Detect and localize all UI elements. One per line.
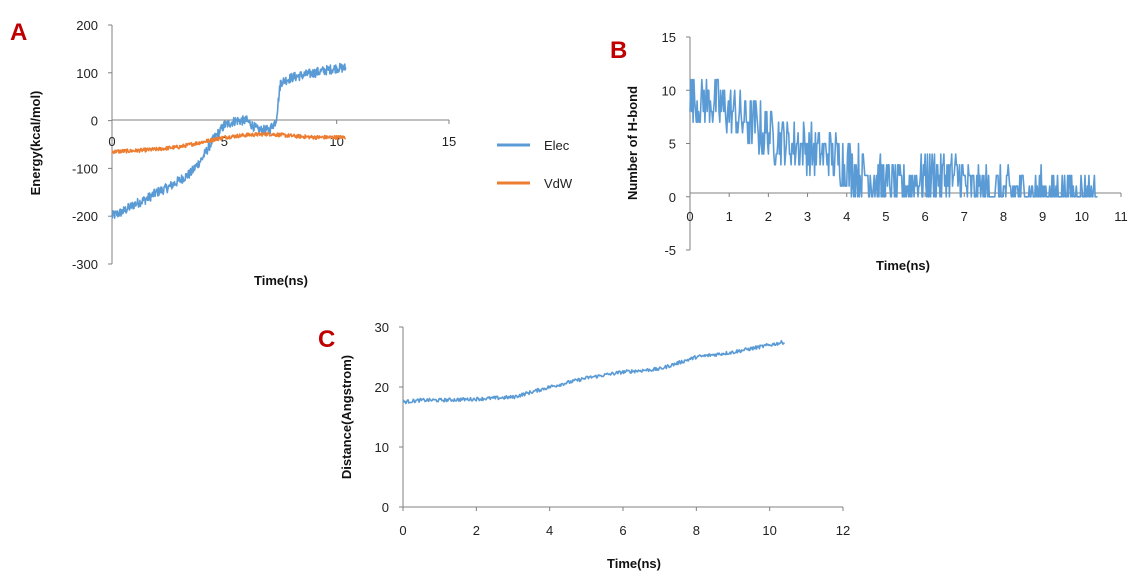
- panel-b-x-tick-label: 8: [1000, 209, 1007, 224]
- panel-c-x-tick-label: 8: [693, 523, 700, 538]
- panel-b-y-tick-label: 15: [662, 30, 676, 45]
- panel-a-ylabel: Energy(kcal/mol): [28, 91, 43, 196]
- legend-elec-label: Elec: [544, 138, 570, 153]
- panel-b-y-tick-label: 10: [662, 83, 676, 98]
- panel-b-x-tick-label: 6: [921, 209, 928, 224]
- panel-c-y-tick-label: 10: [375, 440, 389, 455]
- panel-b-x-tick-label: 9: [1039, 209, 1046, 224]
- panel-b-y-tick-label: -5: [664, 243, 676, 258]
- panel-a-x-tick-label: 0: [108, 134, 115, 149]
- panel-a-letter: A: [10, 19, 27, 46]
- panel-b-x-tick-label: 2: [765, 209, 772, 224]
- panel-b-series-line-0: [689, 78, 1098, 198]
- panel-a-xlabel: Time(ns): [254, 273, 308, 288]
- panel-b-ylabel: Number of H-bond: [625, 86, 640, 200]
- panel-c-letter: C: [318, 326, 335, 353]
- panel-c-x-tick-label: 4: [546, 523, 553, 538]
- panel-a-y-ticks: -300 -200 -100 0 100 200: [72, 18, 112, 272]
- panel-c-y-tick-label: 0: [382, 500, 389, 515]
- panel-c-y-tick-label: 20: [375, 380, 389, 395]
- panel-b-x-tick-label: 11: [1114, 209, 1128, 224]
- panel-c-x-tick-label: 6: [619, 523, 626, 538]
- panel-a-y-tick-label: -100: [72, 161, 98, 176]
- panel-c: C Distance(Angstrom) Time(ns) 0 10 20 30 0 2…: [318, 320, 850, 571]
- panel-b-x-tick-label: 5: [882, 209, 889, 224]
- panel-a-y-tick-label: 100: [76, 66, 98, 81]
- panel-b-x-tick-label: 1: [726, 209, 733, 224]
- panel-a-y-tick-label: -300: [72, 257, 98, 272]
- panel-c-x-tick-label: 12: [836, 523, 850, 538]
- panel-c-series: [402, 339, 786, 405]
- panel-c-x-tick-label: 0: [399, 523, 406, 538]
- panel-a-series-line-elec: [111, 62, 347, 219]
- panel-a-y-tick-label: -200: [72, 209, 98, 224]
- panel-b-x-tick-label: 0: [686, 209, 693, 224]
- panel-b-x-tick-label: 3: [804, 209, 811, 224]
- panel-c-y-ticks: 0 10 20 30: [375, 320, 403, 515]
- legend-vdw-label: VdW: [544, 176, 573, 191]
- panel-c-series-line-0: [402, 339, 786, 405]
- panel-b: B Number of H-bond Time(ns) -5 0 5 10 15 0 1 2…: [610, 30, 1128, 273]
- panel-a-series-line-vdw: [111, 131, 347, 155]
- panel-a-y-tick-label: 200: [76, 18, 98, 33]
- panel-b-letter: B: [610, 37, 627, 64]
- panel-c-y-tick-label: 30: [375, 320, 389, 335]
- panel-a-x-tick-label: 15: [442, 134, 456, 149]
- panel-c-ylabel: Distance(Angstrom): [339, 355, 354, 479]
- panel-b-x-tick-label: 7: [961, 209, 968, 224]
- panel-b-y-tick-label: 5: [669, 137, 676, 152]
- panel-a-series: [111, 62, 347, 219]
- panel-a-y-tick-label: 0: [91, 114, 98, 129]
- panel-a-legend: Elec VdW: [497, 138, 573, 191]
- panel-c-x-tick-label: 10: [762, 523, 776, 538]
- panel-a-x-tick-label: 5: [221, 134, 228, 149]
- panel-b-x-tick-label: 10: [1075, 209, 1089, 224]
- panel-b-series: [689, 78, 1098, 198]
- panel-b-xlabel: Time(ns): [876, 258, 930, 273]
- panel-c-x-ticks: 0 2 4 6 8 10 12: [399, 507, 850, 538]
- panel-b-x-tick-label: 4: [843, 209, 850, 224]
- panel-c-x-tick-label: 2: [473, 523, 480, 538]
- panel-c-xlabel: Time(ns): [607, 556, 661, 571]
- panel-b-y-ticks: -5 0 5 10 15: [662, 30, 690, 258]
- panel-b-x-ticks: 0 1 2 3 4 5 6 7 8 9 10 11: [686, 193, 1128, 224]
- panel-a: A Energy(kcal/mol) Time(ns) -300 -200 -100…: [10, 18, 573, 288]
- panel-b-y-tick-label: 0: [669, 190, 676, 205]
